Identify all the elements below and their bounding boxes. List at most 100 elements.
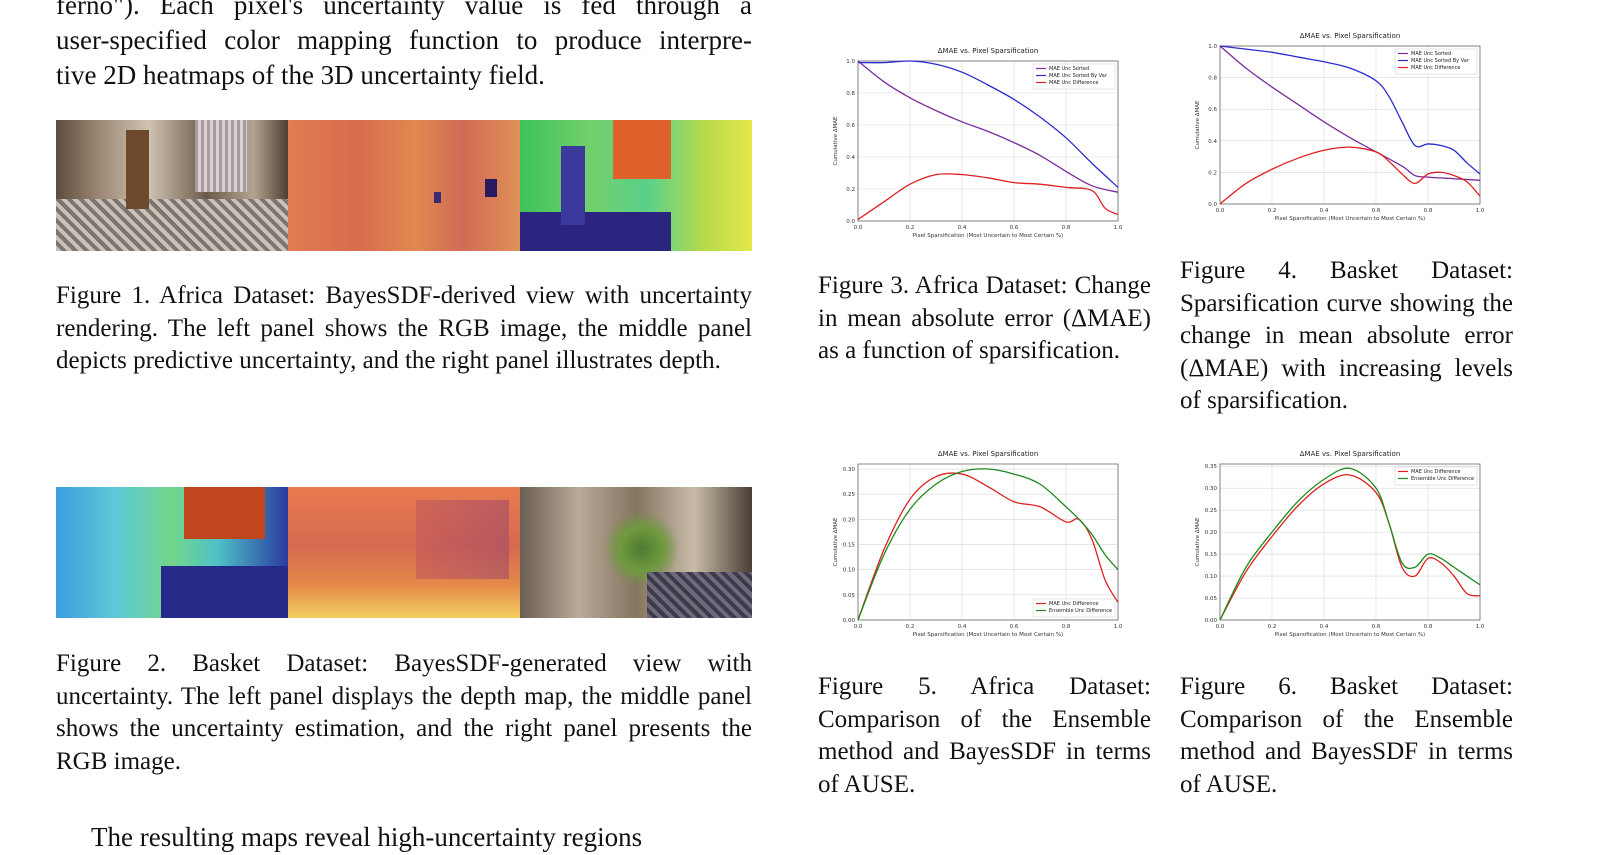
body-text-bottom: The resulting maps reveal high-uncertain…	[91, 822, 643, 852]
chart-title: ΔMAE vs. Pixel Sparsification	[1300, 450, 1401, 458]
x-tick-label: 0.6	[1010, 624, 1019, 630]
legend-label: MAE Unc Sorted By Var	[1411, 58, 1470, 64]
legend-label: MAE Unc Difference	[1411, 65, 1460, 71]
series-line	[1219, 467, 1481, 621]
figure-4-chart: ΔMAE vs. Pixel Sparsification 0.0 0.2 0.4 0.…	[1195, 32, 1485, 222]
plot-frame	[857, 60, 1119, 222]
body-text-top: ferno"). Each pixel's uncertainty value …	[56, 0, 752, 93]
legend-label: MAE Unc Sorted By Var	[1049, 73, 1108, 79]
y-axis-label: Cumulative ΔMAE	[1195, 100, 1201, 149]
x-tick-label: 0.4	[958, 225, 967, 231]
y-tick-label: 0.4	[846, 155, 855, 161]
series-line	[857, 60, 1119, 188]
legend-label: MAE Unc Sorted	[1411, 51, 1451, 57]
y-axis-label: Cumulative ΔMAE	[833, 517, 839, 566]
legend-box	[1032, 63, 1116, 90]
x-tick-label: 1.0	[1114, 624, 1123, 630]
uncertainty-panel	[287, 487, 521, 618]
series-line	[1219, 146, 1481, 205]
x-tick-label: 1.0	[1114, 225, 1123, 231]
x-axis-label: Pixel Sparsification (Most Uncertain to …	[913, 233, 1063, 239]
body-line: tive 2D heatmaps of the 3D uncertainty f…	[56, 60, 545, 90]
figure-5-caption: Figure 5. Africa Dataset: Comparison of …	[818, 673, 1151, 798]
x-tick-label: 0.2	[906, 624, 915, 630]
x-tick-label: 0.4	[1320, 208, 1329, 214]
x-tick-label: 0.6	[1372, 624, 1381, 630]
y-tick-label: 0.2	[1208, 170, 1217, 176]
x-tick-label: 1.0	[1476, 624, 1485, 630]
x-tick-label: 0.0	[854, 225, 863, 231]
series-line	[1219, 45, 1481, 181]
legend-box	[1394, 48, 1478, 75]
x-axis-label: Pixel Sparsification (Most Uncertain to …	[913, 632, 1063, 638]
y-tick-label: 0.0	[846, 219, 855, 225]
x-tick-label: 0.0	[1216, 208, 1225, 214]
legend-label: MAE Unc Difference	[1411, 469, 1460, 475]
y-tick-label: 0.05	[843, 593, 856, 599]
legend-label: Ensemble Unc Difference	[1049, 608, 1112, 614]
plot-frame	[1219, 463, 1481, 621]
series-line	[1219, 45, 1481, 175]
figure-5-chart: ΔMAE vs. Pixel Sparsification 0.0 0.2 0.4 0.…	[833, 450, 1123, 638]
figure-6-chart: ΔMAE vs. Pixel Sparsification 0.0 0.2 0.4 0.…	[1195, 450, 1485, 638]
y-tick-label: 1.0	[1208, 44, 1217, 50]
figure-1-image-strip	[56, 120, 752, 251]
y-axis-label: Cumulative ΔMAE	[833, 116, 839, 165]
x-tick-label: 0.2	[906, 225, 915, 231]
legend-label: Ensemble Unc Difference	[1411, 476, 1474, 482]
legend-box	[1394, 466, 1478, 486]
x-tick-label: 0.6	[1372, 208, 1381, 214]
y-tick-label: 0.10	[1205, 574, 1218, 580]
y-tick-label: 0.15	[843, 543, 856, 549]
x-tick-label: 0.8	[1424, 624, 1433, 630]
body-line: user-specified color mapping function to…	[56, 25, 752, 55]
x-tick-label: 0.0	[854, 624, 863, 630]
figure-6-caption: Figure 6. Basket Dataset: Comparison of …	[1180, 673, 1513, 798]
y-tick-label: 0.25	[843, 492, 856, 498]
y-tick-label: 0.05	[1205, 596, 1218, 602]
plot-frame	[857, 463, 1119, 621]
x-tick-label: 0.6	[1010, 225, 1019, 231]
figure-3-caption: Figure 3. Africa Dataset: Change in mean…	[818, 272, 1151, 364]
y-tick-label: 0.6	[1208, 107, 1217, 113]
body-line: ferno"). Each pixel's uncertainty value …	[56, 0, 752, 20]
y-tick-label: 0.10	[843, 568, 856, 574]
figure-2-caption: Figure 2. Basket Dataset: BayesSDF-gener…	[56, 650, 752, 775]
chart-title: ΔMAE vs. Pixel Sparsification	[938, 450, 1039, 458]
x-tick-label: 0.2	[1268, 208, 1277, 214]
y-tick-label: 0.30	[843, 467, 856, 473]
y-tick-label: 0.8	[1208, 76, 1217, 82]
x-axis-label: Pixel Sparsification (Most Uncertain to …	[1275, 632, 1425, 638]
figure-3-chart: ΔMAE vs. Pixel Sparsification 0.0 0.2 0.4 0.…	[833, 47, 1123, 239]
x-tick-label: 0.4	[958, 624, 967, 630]
plot-frame	[1219, 45, 1481, 205]
y-tick-label: 0.4	[1208, 139, 1217, 145]
chart-title: ΔMAE vs. Pixel Sparsification	[938, 47, 1039, 55]
y-axis-label: Cumulative ΔMAE	[1195, 517, 1201, 566]
y-tick-label: 0.30	[1205, 486, 1218, 492]
x-tick-label: 0.4	[1320, 624, 1329, 630]
series-line	[857, 173, 1119, 220]
figure-2-image-strip	[56, 487, 752, 618]
series-line	[857, 468, 1119, 621]
y-tick-label: 0.20	[843, 517, 856, 523]
rgb-panel	[519, 487, 752, 618]
series-line	[857, 60, 1119, 193]
legend-box	[1032, 598, 1116, 618]
y-tick-label: 0.25	[1205, 508, 1218, 514]
x-tick-label: 0.0	[1216, 624, 1225, 630]
depth-panel	[519, 120, 752, 251]
y-tick-label: 1.0	[846, 59, 855, 65]
x-tick-label: 0.8	[1062, 225, 1071, 231]
y-tick-label: 0.8	[846, 91, 855, 97]
y-tick-label: 0.00	[843, 618, 856, 624]
x-axis-label: Pixel Sparsification (Most Uncertain to …	[1275, 216, 1425, 222]
rgb-panel	[56, 120, 289, 251]
x-tick-label: 0.8	[1424, 208, 1433, 214]
y-tick-label: 0.2	[846, 187, 855, 193]
y-tick-label: 0.15	[1205, 552, 1218, 558]
figure-4-caption: Figure 4. Basket Dataset: Sparsification…	[1180, 257, 1513, 414]
y-tick-label: 0.6	[846, 123, 855, 129]
depth-panel	[56, 487, 289, 618]
legend-label: MAE Unc Sorted	[1049, 66, 1089, 72]
